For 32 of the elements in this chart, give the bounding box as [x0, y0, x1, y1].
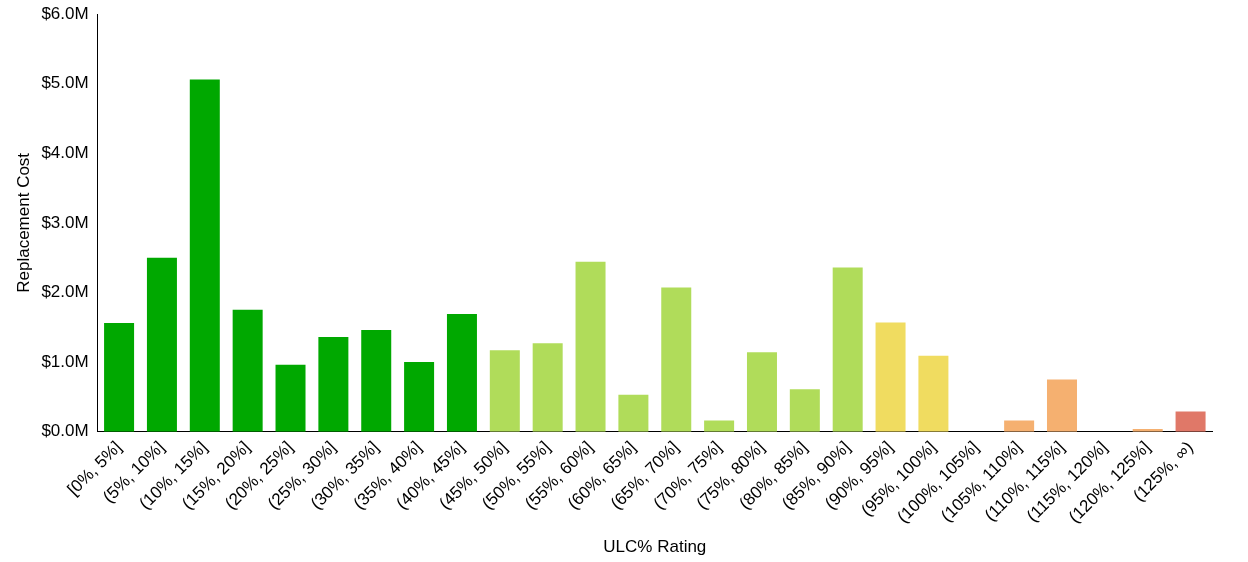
bar	[275, 364, 306, 432]
x-axis-title: ULC% Rating	[603, 537, 707, 557]
bar	[1004, 420, 1035, 432]
bar	[704, 420, 735, 432]
y-tick-label: $1.0M	[41, 351, 89, 371]
y-tick-label: $0.0M	[41, 421, 89, 441]
bar	[318, 336, 349, 432]
bar	[1046, 379, 1077, 432]
bar	[104, 323, 135, 432]
bar	[575, 261, 606, 432]
bar	[789, 389, 820, 432]
bar	[361, 330, 392, 432]
bar	[918, 355, 949, 432]
y-axis-title: Replacement Cost	[13, 152, 33, 293]
y-tick-label: $4.0M	[41, 142, 89, 162]
bar	[189, 79, 220, 432]
bar	[146, 257, 177, 432]
y-tick-label: $3.0M	[41, 212, 89, 232]
bar	[404, 362, 435, 432]
bar	[875, 322, 906, 432]
bar	[532, 343, 563, 432]
bar	[746, 352, 777, 432]
bar	[446, 314, 477, 432]
bar	[832, 267, 863, 432]
y-tick-label: $5.0M	[41, 73, 89, 93]
bar	[1175, 411, 1206, 432]
bar	[489, 350, 520, 432]
y-tick-label: $6.0M	[41, 3, 89, 23]
bar	[661, 287, 692, 432]
bar	[232, 309, 263, 432]
bar	[618, 394, 649, 432]
y-tick-label: $2.0M	[41, 282, 89, 302]
